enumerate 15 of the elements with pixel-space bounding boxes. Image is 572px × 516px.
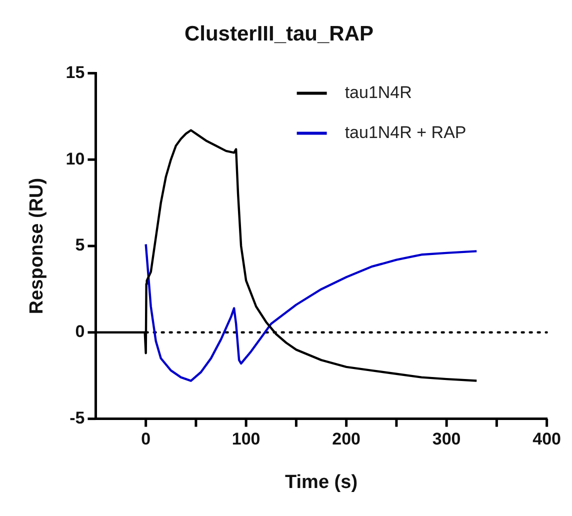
x-tick-label: 200 bbox=[332, 430, 361, 449]
y-axis-title: Response (RU) bbox=[26, 178, 48, 314]
x-tick-label: 300 bbox=[432, 430, 461, 449]
y-tick-label: -5 bbox=[70, 408, 85, 428]
x-tick-label: 100 bbox=[232, 430, 260, 449]
legend-label: tau1N4R bbox=[344, 82, 412, 102]
x-tick-label: 400 bbox=[532, 430, 562, 449]
x-tick-label: 0 bbox=[141, 430, 151, 449]
x-axis-title: Time (s) bbox=[285, 472, 358, 493]
y-tick-label: 15 bbox=[66, 62, 85, 82]
y-tick-label: 5 bbox=[75, 236, 85, 255]
chart-title: ClusterIII_tau_RAP bbox=[184, 22, 374, 46]
legend-label: tau1N4R + RAP bbox=[344, 122, 466, 142]
y-tick-label: 10 bbox=[66, 149, 85, 168]
y-tick-label: 0 bbox=[75, 322, 85, 342]
